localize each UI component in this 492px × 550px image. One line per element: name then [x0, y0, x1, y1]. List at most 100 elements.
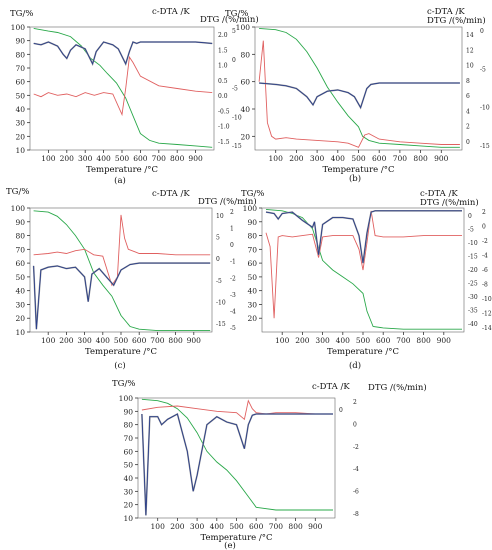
- y-tick-label: 70: [123, 434, 133, 443]
- x-tick-label: 500: [229, 522, 244, 531]
- x-tick-label: 800: [288, 522, 303, 531]
- right-axis1-tick-label: -10: [468, 240, 478, 247]
- right-axis1-tick-label: -40: [468, 321, 478, 328]
- right-axis1-label: c-DTA /K: [420, 189, 458, 199]
- right-axis2-tick-label: 0: [232, 57, 236, 64]
- right-axis2-label: DTG /(%/min): [200, 14, 259, 25]
- right-axis2-tick-label: -10: [232, 114, 242, 121]
- y-tick-label: 60: [247, 259, 257, 268]
- right-axis2-tick-label: -15: [232, 143, 242, 150]
- plot-frame: [137, 397, 336, 519]
- x-tick-label: 900: [308, 522, 323, 531]
- right-axis1-tick-label: 0: [216, 256, 220, 263]
- x-tick-label: 100: [269, 154, 284, 163]
- right-axis2-tick-label: 0: [480, 28, 484, 35]
- y-tick-label: 50: [247, 273, 257, 282]
- x-tick-label: 800: [413, 154, 428, 163]
- right-axis1-tick-label: 0: [468, 213, 472, 220]
- right-axis2-tick-label: 2: [482, 209, 486, 216]
- x-axis-label: Temperature /°C: [86, 165, 158, 175]
- x-tick-label: 400: [96, 336, 111, 345]
- x-tick-label: 800: [170, 154, 185, 163]
- y-axis-label: TG/%: [112, 379, 135, 389]
- y-tick-label: 80: [240, 50, 250, 59]
- tg-series-line: [141, 398, 333, 511]
- right-axis2-tick-label: 5: [232, 28, 236, 35]
- right-axis2-tick-label: -6: [353, 489, 359, 496]
- right-axis1-tick-label: 0: [466, 139, 470, 146]
- x-tick-label: 100: [151, 522, 166, 531]
- right-axis2-tick-label: -6: [482, 267, 488, 274]
- y-tick-label: 10: [15, 146, 25, 155]
- x-tick-label: 600: [372, 154, 387, 163]
- dtg-series-line: [141, 413, 333, 516]
- x-tick-label: 700: [269, 522, 284, 531]
- right-axis1-tick-label: -0.5: [218, 108, 230, 115]
- x-tick-label: 300: [310, 154, 325, 163]
- right-axis2-tick-label: -2: [230, 275, 236, 282]
- y-tick-label: 30: [247, 300, 257, 309]
- dta-series-line: [258, 40, 460, 148]
- y-tick-label: 40: [15, 105, 25, 114]
- x-axis-label: Temperature /°C: [322, 165, 394, 175]
- x-tick-label: 300: [77, 336, 92, 345]
- right-axis1-tick-label: 1.0: [218, 63, 228, 70]
- x-tick-label: 300: [190, 522, 205, 531]
- y-tick-label: 60: [240, 78, 250, 87]
- x-tick-label: 500: [351, 154, 366, 163]
- x-tick-label: 200: [59, 336, 74, 345]
- y-tick-label: 20: [240, 132, 250, 141]
- x-tick-label: 600: [376, 336, 391, 345]
- right-axis1-tick-label: -20: [468, 267, 478, 274]
- x-tick-label: 400: [210, 522, 225, 531]
- panel-d: 100 200 300 400 500 600 700 800 9002030405060708…: [241, 189, 492, 371]
- right-axis1-tick-label: -25: [468, 281, 478, 288]
- right-axis2-tick-label: -5: [480, 66, 486, 73]
- x-tick-label: 200: [60, 154, 75, 163]
- right-axis2-label: DTG /(%/min): [198, 196, 257, 207]
- dtg-shadow-line: [33, 40, 213, 67]
- tg-series-line: [259, 27, 460, 148]
- right-axis1-tick-label: 5: [216, 235, 220, 242]
- y-tick-label: 100: [119, 394, 134, 403]
- right-axis1-tick-label: 0.5: [218, 78, 228, 85]
- y-tick-label: 100: [236, 23, 251, 32]
- y-tick-label: 30: [123, 487, 133, 496]
- x-tick-label: 400: [331, 154, 346, 163]
- right-axis1-tick-label: 0: [339, 407, 343, 414]
- y-tick-label: 90: [15, 218, 25, 227]
- x-tick-label: 200: [170, 522, 185, 531]
- panel-c: 100 200 300 400 500 600 700 800 9001020304050607…: [6, 187, 257, 371]
- right-axis2-tick-label: -8: [353, 511, 359, 518]
- right-axis1-tick-label: -15: [468, 254, 478, 261]
- right-axis2-tick-label: -14: [482, 325, 492, 332]
- right-axis1-tick-label: 2: [466, 124, 470, 131]
- dta-series-line: [33, 55, 213, 117]
- right-axis1-tick-label: -35: [468, 308, 478, 315]
- right-axis2-tick-label: -15: [480, 143, 490, 150]
- y-tick-label: 80: [15, 50, 25, 59]
- y-axis-label: TG/%: [225, 9, 248, 19]
- y-tick-label: 100: [243, 204, 258, 213]
- x-tick-label: 900: [187, 336, 202, 345]
- y-tick-label: 60: [123, 447, 133, 456]
- right-axis2-tick-label: -10: [482, 296, 492, 303]
- right-axis1-tick-label: -30: [468, 294, 478, 301]
- x-tick-label: 200: [295, 336, 310, 345]
- y-tick-label: 70: [15, 64, 25, 73]
- x-tick-label: 100: [41, 336, 56, 345]
- y-tick-label: 60: [15, 78, 25, 87]
- panel-caption: (d): [349, 360, 361, 371]
- right-axis1-tick-label: 2.0: [218, 32, 228, 39]
- right-axis1-label: c-DTA /K: [427, 7, 465, 17]
- x-tick-label: 500: [115, 154, 130, 163]
- dtg-series-line: [265, 210, 462, 264]
- panel-a: 100 200 300 400 500 600 700 800 9001020304050607…: [10, 7, 259, 186]
- y-tick-label: 50: [15, 91, 25, 100]
- y-tick-label: 40: [15, 287, 25, 296]
- right-axis2-tick-label: -8: [482, 282, 488, 289]
- right-axis1-tick-label: 8: [466, 78, 470, 85]
- right-axis1-tick-label: -1.5: [218, 139, 230, 146]
- right-axis1-label: c-DTA /K: [152, 7, 190, 17]
- y-tick-label: 40: [240, 105, 250, 114]
